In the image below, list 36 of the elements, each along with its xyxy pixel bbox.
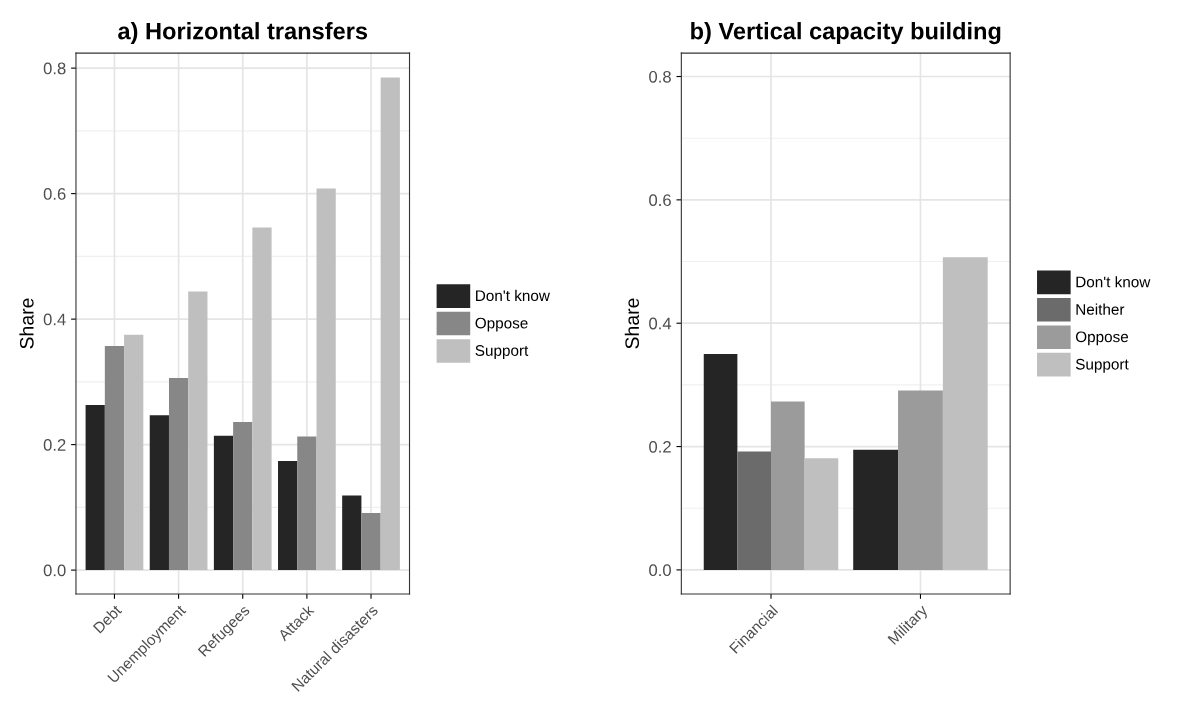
bar — [252, 227, 272, 571]
bar — [342, 495, 362, 571]
bar — [188, 291, 208, 571]
y-axis-title: Share — [19, 298, 34, 349]
y-tick-label: 0.6 — [43, 188, 66, 200]
y-tick-label: 0.0 — [43, 564, 66, 577]
bar — [380, 77, 400, 571]
y-tick-label: 0.4 — [43, 313, 66, 326]
legend-label: Don't know — [1076, 276, 1151, 288]
bar — [104, 346, 125, 571]
legend-label: Don't know — [476, 289, 550, 302]
y-tick-label: 0.2 — [649, 440, 671, 453]
bar — [124, 334, 144, 571]
bar — [149, 415, 169, 571]
bar — [213, 435, 234, 571]
legend-label: Oppose — [1075, 331, 1129, 346]
y-tick-label: 0.2 — [43, 439, 66, 451]
y-tick-label: 0.8 — [649, 70, 671, 83]
bar — [233, 422, 253, 571]
legend-label: Support — [1075, 358, 1129, 373]
chart-title: b) Vertical capacity building — [691, 22, 1001, 45]
chart-title: a) Horizontal transfers — [118, 22, 368, 45]
bar — [361, 513, 381, 571]
legend-label: Neither — [1076, 303, 1125, 315]
y-axis-title: Share — [624, 298, 640, 349]
legend-label: Support — [475, 345, 529, 359]
y-tick-label: 0.0 — [649, 564, 671, 577]
legend-label: Oppose — [475, 317, 528, 332]
y-tick-label: 0.8 — [43, 62, 66, 75]
bar — [278, 460, 298, 571]
bar — [168, 378, 189, 571]
bar — [297, 436, 317, 571]
y-tick-label: 0.6 — [649, 194, 671, 207]
y-tick-label: 0.4 — [649, 317, 672, 330]
bar — [85, 405, 105, 571]
bar — [316, 188, 336, 571]
